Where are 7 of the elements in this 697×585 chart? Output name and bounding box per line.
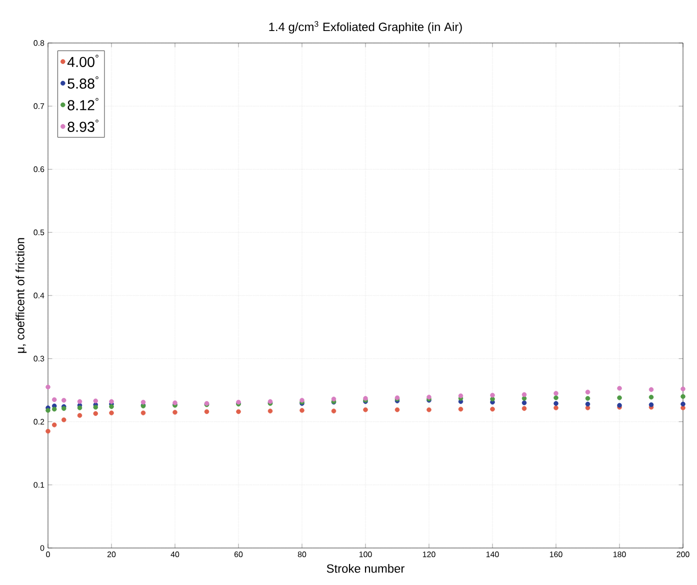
chart-title: 1.4 g/cm$^{3}$ Exfoliated Graphite (in Air)	[269, 21, 462, 34]
legend-label: 4.00$^{°}$	[67, 54, 98, 68]
legend-label: 5.88$^{°}$	[68, 76, 98, 89]
x-axis-title: Stroke number	[326, 564, 404, 573]
legend-label: 8.12$^{°}$	[68, 98, 98, 110]
y-axis-title: μ, coefficent of friction	[16, 238, 27, 353]
legend-label: 8.93$^{°}$	[68, 120, 98, 132]
